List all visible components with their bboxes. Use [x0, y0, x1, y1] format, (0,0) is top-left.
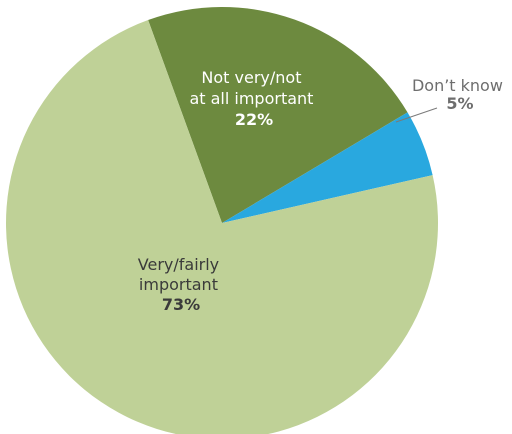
- slice-label-dont-know: Don’t know 5%: [412, 76, 508, 113]
- pie-slice-dk: [222, 112, 433, 223]
- slice-value-label: 5%: [446, 94, 473, 113]
- slice-value-label: 73%: [162, 295, 200, 314]
- slice-label-line: Very/fairly: [138, 255, 219, 274]
- pie-slices: [6, 7, 439, 434]
- dont-know-leader-line: [395, 107, 438, 123]
- pie-slice-very: [6, 20, 439, 434]
- slice-label-line: Don’t know: [412, 76, 503, 95]
- slice-label-not-very-important: Not very/not at all important 22%: [189, 68, 318, 129]
- slice-label-line: important: [139, 275, 218, 294]
- slice-label-line: at all important: [189, 89, 313, 108]
- slice-label-very-fairly-important: Very/fairly important 73%: [138, 255, 224, 314]
- slice-label-line: Not very/not: [201, 68, 301, 87]
- slice-value-label: 22%: [235, 110, 273, 129]
- pie-slice-notvery: [148, 7, 408, 224]
